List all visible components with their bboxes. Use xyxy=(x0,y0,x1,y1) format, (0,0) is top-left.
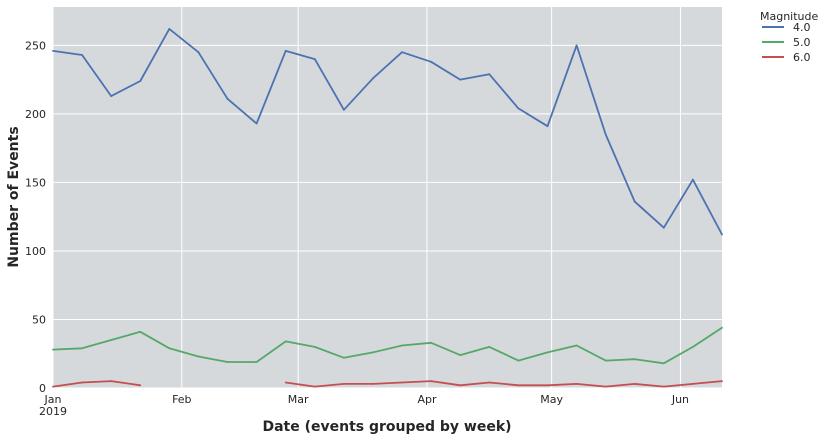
series-line-4.0 xyxy=(52,28,723,235)
y-tick-label: 50 xyxy=(32,313,46,326)
y-tick-label: 250 xyxy=(25,39,46,52)
data-point xyxy=(139,384,142,387)
data-point xyxy=(488,73,491,76)
data-point xyxy=(372,383,374,385)
data-point xyxy=(139,80,142,82)
x-tick-label: Feb xyxy=(172,393,191,406)
legend-title: Magnitude xyxy=(760,10,819,23)
data-point xyxy=(168,28,171,30)
data-point xyxy=(284,340,287,343)
data-point xyxy=(110,95,113,97)
data-point xyxy=(517,107,520,110)
legend-label: 5.0 xyxy=(793,36,811,49)
data-point xyxy=(226,361,229,363)
data-point xyxy=(372,77,374,80)
x-tick-label: Apr xyxy=(417,393,437,406)
data-point xyxy=(313,346,316,348)
legend: Magnitude 4.0 5.0 6.0 xyxy=(760,10,819,64)
y-tick-label: 200 xyxy=(25,108,46,121)
grid xyxy=(52,7,722,389)
data-point xyxy=(110,380,113,382)
data-point xyxy=(401,381,403,384)
data-point xyxy=(546,384,549,387)
series-lines xyxy=(52,28,723,388)
data-point xyxy=(313,58,316,60)
data-point xyxy=(110,339,113,341)
y-tick-label: 0 xyxy=(39,382,46,395)
data-point xyxy=(284,381,287,384)
y-axis: 0 50 100 150 200 250 xyxy=(25,39,46,395)
data-point xyxy=(52,348,54,351)
y-tick-label: 150 xyxy=(25,176,46,189)
legend-label: 4.0 xyxy=(793,21,811,34)
data-point xyxy=(517,384,520,387)
data-point xyxy=(255,122,258,125)
data-point xyxy=(662,385,665,388)
data-point xyxy=(604,385,607,388)
data-point xyxy=(430,60,432,63)
x-tick-label: Mar xyxy=(288,393,309,406)
data-point xyxy=(662,226,665,229)
data-point xyxy=(284,50,287,52)
data-point xyxy=(488,381,491,384)
data-point xyxy=(692,383,694,385)
data-point xyxy=(575,344,578,347)
data-point xyxy=(692,346,694,348)
data-point xyxy=(721,380,723,382)
data-point xyxy=(459,384,462,387)
x-axis-label: Date (events grouped by week) xyxy=(262,419,511,435)
data-point xyxy=(81,347,83,350)
data-point xyxy=(372,351,374,354)
data-point xyxy=(139,330,142,333)
y-axis-label: Number of Events xyxy=(6,126,22,267)
data-point xyxy=(197,355,200,358)
data-point xyxy=(488,346,491,348)
x-tick-sublabel: 2019 xyxy=(39,405,67,418)
data-point xyxy=(343,108,345,111)
data-point xyxy=(430,341,432,344)
series-line-5.0 xyxy=(52,326,723,365)
data-point xyxy=(430,380,432,382)
data-point xyxy=(81,54,83,56)
data-point xyxy=(517,359,520,362)
data-point xyxy=(343,383,345,385)
data-point xyxy=(226,97,229,100)
data-point xyxy=(604,359,607,362)
data-point xyxy=(662,362,665,365)
data-point xyxy=(81,381,83,384)
data-point xyxy=(604,133,607,136)
legend-label: 6.0 xyxy=(793,51,811,64)
data-point xyxy=(692,178,694,181)
data-point xyxy=(546,125,549,128)
data-point xyxy=(197,51,200,54)
data-point xyxy=(52,385,54,388)
data-point xyxy=(633,383,636,385)
data-point xyxy=(721,233,723,236)
data-point xyxy=(52,50,54,52)
data-point xyxy=(721,326,723,329)
x-tick-label: Jun xyxy=(671,393,689,406)
data-point xyxy=(575,44,578,47)
data-point xyxy=(459,354,462,356)
x-tick-label: May xyxy=(540,393,563,406)
data-point xyxy=(343,356,345,359)
y-tick-label: 100 xyxy=(25,245,46,258)
data-point xyxy=(459,78,462,81)
data-point xyxy=(633,200,636,203)
data-point xyxy=(168,347,171,350)
data-point xyxy=(255,361,258,363)
series-line-6.0 xyxy=(52,380,723,388)
data-point xyxy=(401,51,403,54)
data-point xyxy=(313,385,316,388)
x-tick-label: Jan xyxy=(44,393,62,406)
plot-area xyxy=(53,7,722,388)
data-point xyxy=(633,358,636,361)
data-point xyxy=(575,383,578,385)
data-point xyxy=(401,344,403,347)
data-point xyxy=(546,351,549,354)
